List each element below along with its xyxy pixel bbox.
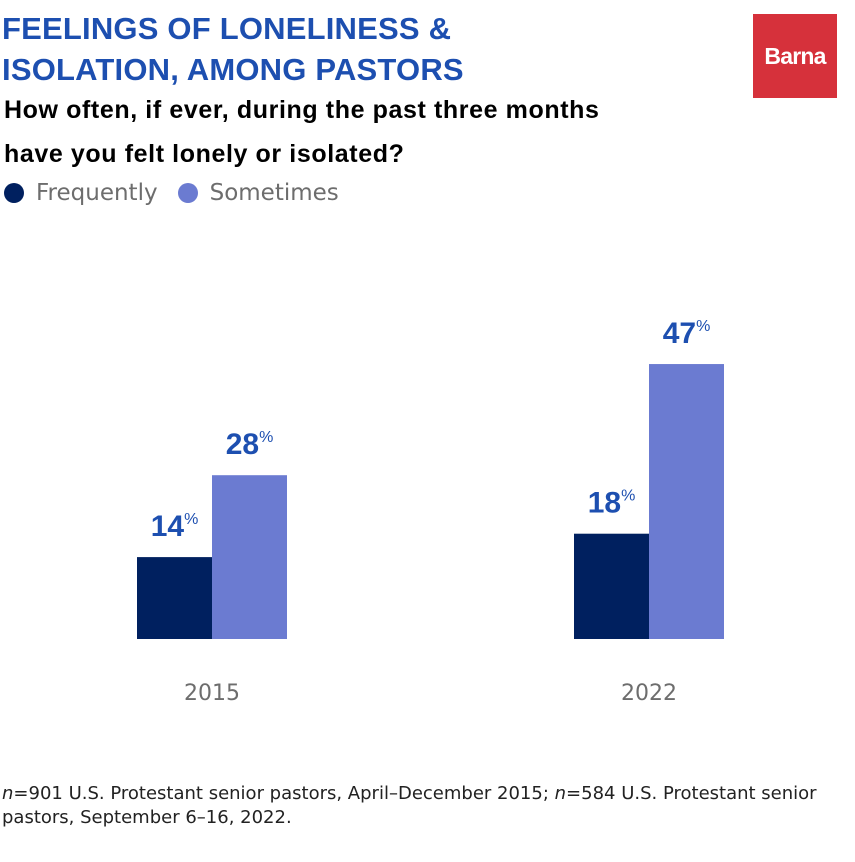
legend-item-frequently: Frequently <box>4 180 158 206</box>
chart-title-line2: ISOLATION, AMONG PASTORS <box>2 52 464 87</box>
chart-legend: Frequently Sometimes <box>4 180 359 206</box>
footnote-n2: n <box>554 783 567 804</box>
footnote-part2: =584 U.S. Protestant senior pastors, Sep… <box>2 783 817 828</box>
barna-logo-text: Barna <box>764 42 826 69</box>
footnote: n=901 U.S. Protestant senior pastors, Ap… <box>2 782 842 830</box>
legend-swatch-frequently <box>4 183 24 203</box>
legend-label-frequently: Frequently <box>36 180 158 206</box>
x-tick-label-2015: 2015 <box>184 681 240 706</box>
x-tick-label-2022: 2022 <box>621 681 677 706</box>
bar-frequently-2022 <box>574 533 649 639</box>
footnote-part1: =901 U.S. Protestant senior pastors, Apr… <box>13 783 555 804</box>
bar-sometimes-2022 <box>649 364 724 639</box>
data-label-sometimes-2022: 47% <box>663 317 711 350</box>
chart-subtitle: How often, if ever, during the past thre… <box>4 88 764 176</box>
bar-frequently-2015 <box>137 557 212 639</box>
bar-sometimes-2015 <box>212 475 287 639</box>
data-label-sometimes-2015: 28% <box>226 428 274 461</box>
legend-swatch-sometimes <box>177 183 198 203</box>
legend-label-sometimes: Sometimes <box>209 180 339 206</box>
data-label-frequently-2022: 18% <box>588 487 636 520</box>
data-label-frequently-2015: 14% <box>151 510 199 543</box>
barna-logo: Barna <box>753 14 837 98</box>
chart-subtitle-line1: How often, if ever, during the past thre… <box>4 96 600 124</box>
chart-title: FEELINGS OF LONELINESS & ISOLATION, AMON… <box>2 8 642 90</box>
footnote-n1: n <box>2 783 14 804</box>
chart-title-line1: FEELINGS OF LONELINESS & <box>2 11 452 46</box>
chart-subtitle-line2: have you felt lonely or isolated? <box>4 140 405 168</box>
legend-item-sometimes: Sometimes <box>177 180 339 206</box>
